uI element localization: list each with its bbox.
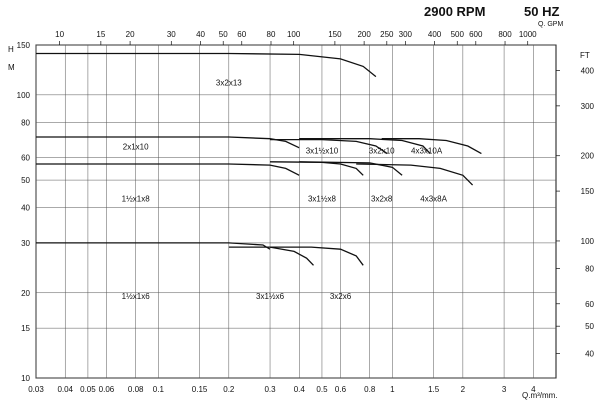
x-top-tick-label: 200 <box>357 30 371 39</box>
chart-subtitle: 50 HZ <box>524 4 559 19</box>
x-tick-label: 0.05 <box>80 385 96 394</box>
y-tick-label: 40 <box>21 204 30 213</box>
y-tick-label: 80 <box>21 118 30 127</box>
y-right-tick-label: 150 <box>581 187 595 196</box>
series-curve-8 <box>299 161 403 176</box>
curve-label: 3x1½x8 <box>308 195 337 204</box>
y-right-tick-label: 100 <box>581 237 595 246</box>
series-curve-10 <box>228 246 314 266</box>
x-tick-label: 4 <box>531 385 536 394</box>
x-tick-label: 0.15 <box>192 385 208 394</box>
series-curve-4 <box>270 138 388 155</box>
x-tick-label: 0.06 <box>99 385 115 394</box>
y-right-tick-label: 400 <box>581 66 595 75</box>
curve-label: 3x2x13 <box>216 78 242 87</box>
series-curve-9 <box>356 163 474 186</box>
x-tick-label: 0.2 <box>223 385 235 394</box>
y-tick-label: 15 <box>21 324 30 333</box>
x-tick-label: 0.04 <box>57 385 73 394</box>
series-curve-3 <box>36 242 271 250</box>
x-top-tick-label: 1000 <box>519 30 537 39</box>
grid <box>35 44 556 379</box>
x-tick-label: 0.5 <box>316 385 328 394</box>
x-top-tick-label: 50 <box>219 30 228 39</box>
y-right-tick-label: 80 <box>585 264 594 273</box>
y-right-tick-label: 50 <box>585 322 594 331</box>
series-curve-11 <box>270 246 364 266</box>
y-left-label-h: H <box>8 45 14 54</box>
chart-title: 2900 RPM <box>424 4 485 19</box>
series-curve-0 <box>36 52 377 78</box>
x-top-tick-label: 100 <box>287 30 301 39</box>
series-curve-1 <box>36 136 300 149</box>
x-tick-label: 0.08 <box>128 385 144 394</box>
y-tick-label: 60 <box>21 154 30 163</box>
x-top-tick-label: 400 <box>428 30 442 39</box>
x-top-tick-label: 800 <box>498 30 512 39</box>
x-tick-label: 0.8 <box>364 385 376 394</box>
x-bottom-axis-label: Q.m³/mm. <box>522 391 558 400</box>
x-top-tick-label: 250 <box>380 30 394 39</box>
x-top-tick-label: 20 <box>126 30 135 39</box>
y-tick-label: 150 <box>17 41 31 50</box>
x-tick-label: 3 <box>502 385 507 394</box>
curve-label: 2x1x10 <box>123 143 149 152</box>
tick-labels: 0.03 0.04 0.05 0.06 0.08 0.1 0.15 0.2 0.3 0.4 0.5 0… <box>17 30 595 394</box>
curve-label: 4x3x8A <box>420 195 447 204</box>
series-curve-5 <box>299 138 431 155</box>
y-right-tick-label: 200 <box>581 152 595 161</box>
x-top-tick-label: 500 <box>451 30 465 39</box>
curve-labels: 3x2x13 2x1x10 1½x1x8 1½x1x6 3x1½x10 3x2x10 4x3… <box>122 78 448 301</box>
curve-label: 4x3x10A <box>411 147 443 156</box>
x-top-tick-label: 600 <box>469 30 483 39</box>
x-top-tick-label: 10 <box>55 30 64 39</box>
series-curve-6 <box>381 138 482 155</box>
y-right-axis-label: FT <box>580 51 590 60</box>
y-tick-label: 20 <box>21 289 30 298</box>
x-top-tick-label: 150 <box>328 30 342 39</box>
x-tick-label: 2 <box>461 385 466 394</box>
y-tick-label: 100 <box>17 91 31 100</box>
y-tick-label: 30 <box>21 239 30 248</box>
curve-label: 1½x1x6 <box>122 292 151 301</box>
y-right-tick-label: 300 <box>581 102 595 111</box>
series-curves <box>36 52 482 266</box>
x-top-tick-label: 30 <box>167 30 176 39</box>
curve-label: 3x2x8 <box>371 195 393 204</box>
curve-label: 3x2x6 <box>330 292 352 301</box>
curve-label: 3x1½x10 <box>306 147 339 156</box>
curve-label: 3x1½x6 <box>256 292 285 301</box>
y-right-tick-label: 60 <box>585 300 594 309</box>
x-top-tick-label: 300 <box>399 30 413 39</box>
x-top-tick-label: 15 <box>96 30 105 39</box>
y-tick-label: 10 <box>21 374 30 383</box>
x-tick-label: 0.3 <box>264 385 276 394</box>
x-top-axis-label: Q. GPM <box>538 21 563 28</box>
x-tick-label: 0.6 <box>335 385 347 394</box>
x-tick-label: 1.5 <box>428 385 440 394</box>
x-tick-label: 0.4 <box>294 385 306 394</box>
y-right-tick-label: 40 <box>585 350 594 359</box>
series-curve-2 <box>36 163 300 176</box>
curve-label: 1½x1x8 <box>122 195 151 204</box>
x-tick-label: 1 <box>390 385 395 394</box>
x-tick-label: 0.1 <box>153 385 165 394</box>
x-tick-label: 0.03 <box>28 385 44 394</box>
x-top-tick-label: 60 <box>237 30 246 39</box>
curve-label: 3x2x10 <box>369 147 395 156</box>
x-top-tick-label: 80 <box>267 30 276 39</box>
y-left-label-m: M <box>8 63 15 72</box>
y-tick-label: 50 <box>21 176 30 185</box>
x-top-tick-label: 40 <box>196 30 205 39</box>
